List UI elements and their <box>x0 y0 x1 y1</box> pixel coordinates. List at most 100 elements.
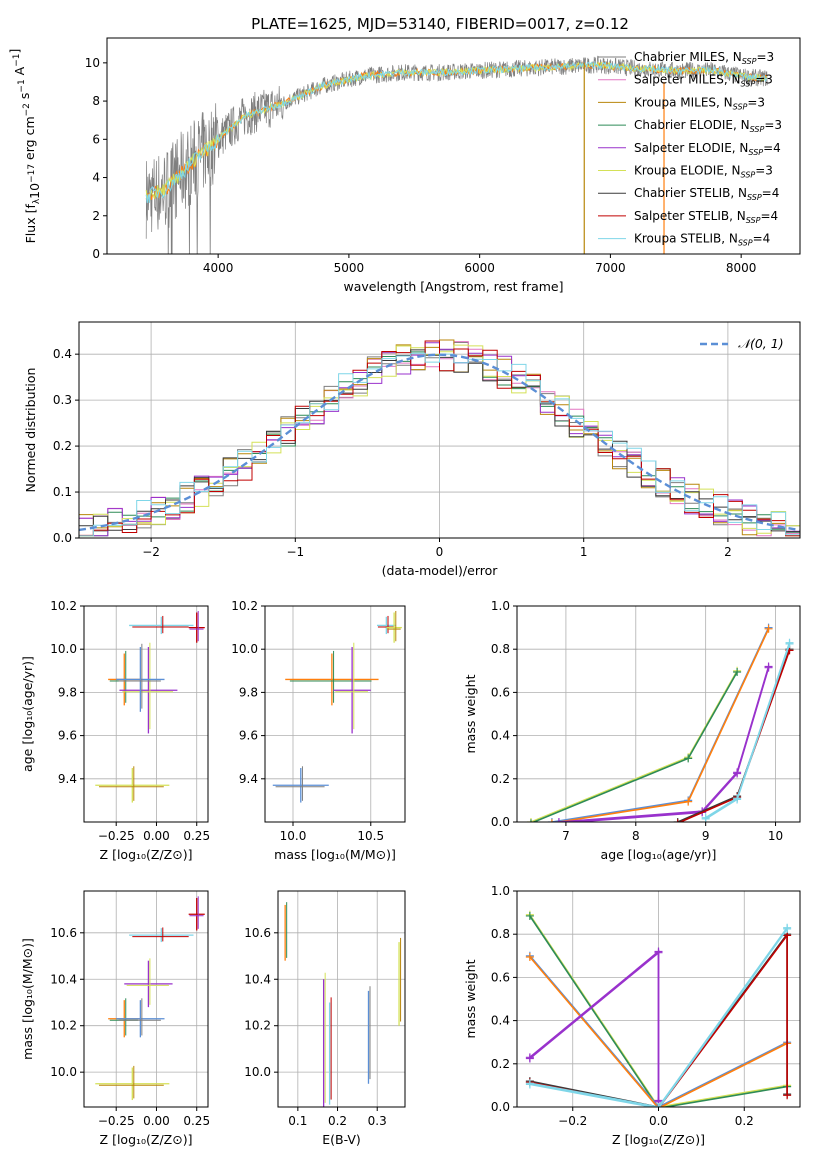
y-tick-label: 10 <box>85 56 100 70</box>
grid <box>517 605 800 823</box>
axes-panel-6: −0.25 0.00 0.25 10.0 10.2 10.4 10.6 Z [log₁₀(Z/… <box>20 890 210 1147</box>
x-tick-label: 0 <box>436 545 444 559</box>
grid <box>84 605 208 822</box>
y-tick-label: 10.2 <box>50 1019 77 1033</box>
x-tick-label: 7 <box>562 829 570 843</box>
x-tick-label: 0.1 <box>288 1114 307 1128</box>
axes-frame <box>106 37 801 255</box>
y-axis-label: mass weight <box>463 959 478 1038</box>
plot-area <box>145 55 768 254</box>
errorbar-point <box>108 998 141 1038</box>
legend-entry: Kroupa MILES, NSSP=3 <box>634 95 765 111</box>
legend-entry: Chabrier STELIB, NSSP=4 <box>634 186 779 202</box>
y-tick-label: 0.0 <box>53 531 72 545</box>
weight-series-line <box>551 627 770 822</box>
errorbar-point <box>116 643 165 712</box>
y-tick-label: 0.8 <box>491 927 510 941</box>
errorbar-point <box>108 650 141 706</box>
x-tick-label: 1 <box>580 545 588 559</box>
weight-marker <box>525 911 534 920</box>
legend-entry: Kroupa ELODIE, NSSP=3 <box>634 164 773 180</box>
plot-area <box>525 910 792 1107</box>
x-tick-label: 0.2 <box>328 1114 347 1128</box>
y-tick-label: 0 <box>92 247 100 261</box>
figure-title: PLATE=1625, MJD=53140, FIBERID=0017, z=0… <box>251 15 629 33</box>
grid <box>84 891 208 1107</box>
axes-frame <box>516 605 801 823</box>
y-axis-label: mass [log₁₀(M/M⊙)] <box>20 938 35 1060</box>
x-tick-label: 2 <box>724 545 732 559</box>
x-tick-label: 0.0 <box>649 1114 668 1128</box>
y-tick-label: 2 <box>92 209 100 223</box>
errorbar-point <box>333 642 371 734</box>
y-tick-label: 10.2 <box>244 1019 271 1033</box>
y-axis-label: Flux [fλ10−17 erg cm−2 s−1 A−1] <box>7 49 42 244</box>
plot-area <box>79 339 800 537</box>
x-axis-label: Z [log₁₀(Z/Z⊙)] <box>612 1132 705 1147</box>
x-tick-label: 10.5 <box>357 829 384 843</box>
weight-marker <box>558 819 560 822</box>
x-axis-label: E(B-V) <box>322 1132 361 1147</box>
weight-marker <box>783 1091 792 1100</box>
y-tick-label: 0.8 <box>491 642 510 656</box>
axes-panel-1: 4000 5000 6000 7000 8000 0 2 4 6 8 10 wavelength [A… <box>7 37 801 294</box>
y-tick-label: 10.0 <box>50 642 77 656</box>
legend-entry: 𝒩(0, 1) <box>738 336 784 351</box>
axes-frame <box>83 890 209 1108</box>
weight-marker <box>530 819 532 822</box>
weight-marker <box>785 639 794 648</box>
x-tick-label: 0.00 <box>143 829 170 843</box>
x-tick-label: 0.25 <box>183 1114 210 1128</box>
x-tick-label: 7000 <box>595 261 626 275</box>
weight-marker <box>733 769 742 778</box>
normal-curve <box>79 353 800 532</box>
weight-series-line <box>705 642 791 819</box>
y-tick-label: 10.6 <box>244 926 271 940</box>
legend-entry: Salpeter ELODIE, NSSP=4 <box>634 141 781 157</box>
y-tick-label: 0.6 <box>491 685 510 699</box>
errorbar-point <box>129 927 194 943</box>
errorbar-point <box>124 958 173 1008</box>
y-tick-label: 9.6 <box>58 729 77 743</box>
plot-area <box>284 902 402 1107</box>
y-tick-label: 9.4 <box>58 772 77 786</box>
errorbar-point <box>398 937 402 1026</box>
x-axis-label: (data-model)/error <box>382 563 499 578</box>
weight-series-line <box>554 628 770 822</box>
errorbar-point <box>95 1065 170 1101</box>
grid <box>265 605 405 822</box>
x-tick-label: 5000 <box>334 261 365 275</box>
axes-frame <box>83 605 209 823</box>
y-tick-label: 0.3 <box>53 393 72 407</box>
axes-panel-4: 10.0 10.5 9.4 9.6 9.8 10.0 10.2 mass [log₁₀(M/M… <box>231 599 406 862</box>
spectrum-legend: Chabrier MILES, NSSP=3 Salpeter MILES, NS… <box>598 50 782 248</box>
weight-marker <box>783 924 792 933</box>
x-axis-label: age [log₁₀(age/yr)] <box>601 847 717 862</box>
y-tick-label: 0.4 <box>53 347 72 361</box>
x-tick-label: 4000 <box>203 261 234 275</box>
spectrum-model-line <box>145 61 767 203</box>
y-tick-label: 10.0 <box>231 642 258 656</box>
y-axis-label: age [log₁₀(age/yr)] <box>20 656 35 772</box>
weight-marker <box>764 663 773 672</box>
y-tick-label: 0.0 <box>491 815 510 829</box>
histogram-kroupa-stelib <box>79 352 800 537</box>
y-tick-label: 0.2 <box>491 1057 510 1071</box>
spectrum-model-line <box>145 60 767 204</box>
y-tick-label: 0.4 <box>491 1014 510 1028</box>
legend-entry: Salpeter MILES, NSSP=3 <box>634 73 773 89</box>
weight-marker <box>733 668 742 676</box>
legend-entry: Chabrier MILES, NSSP=3 <box>634 50 774 66</box>
y-tick-label: 0.2 <box>491 772 510 786</box>
errorbar-point <box>284 902 288 961</box>
weight-series-line <box>564 667 770 822</box>
errorbar-point <box>188 896 205 931</box>
weight-series-line <box>529 915 788 1107</box>
axes-frame <box>277 890 406 1108</box>
x-tick-label: 0.2 <box>735 1114 754 1128</box>
plot-area <box>95 896 205 1101</box>
errorbar-point <box>188 610 205 643</box>
legend-entry: Chabrier ELODIE, NSSP=3 <box>634 118 782 134</box>
y-tick-label: 9.4 <box>239 772 258 786</box>
